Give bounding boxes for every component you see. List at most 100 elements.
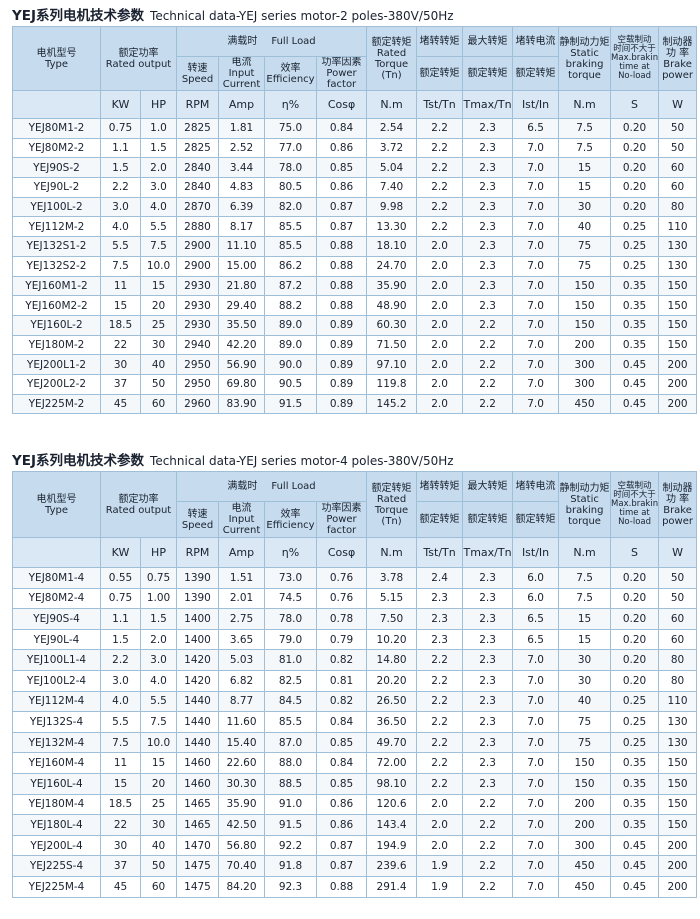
value-cell: 200: [558, 814, 612, 836]
header-cell: 静制动力矩 Static braking torque: [558, 26, 612, 91]
value-cell: 1.81: [218, 118, 266, 139]
header-row: 电机型号 Type 额定功率 Rated output 满载时 Full Load 额定转矩…: [12, 471, 698, 538]
header-text: Rated: [376, 493, 407, 505]
value-cell: 2960: [176, 393, 220, 415]
value-cell: 1.9: [416, 875, 464, 898]
header-text: 电机型号: [36, 493, 77, 505]
header-text: Torque: [374, 504, 409, 516]
value-cell: 60: [139, 875, 178, 898]
value-cell: 5.5: [139, 216, 178, 238]
model-cell: YEJ80M2-4: [12, 587, 101, 610]
value-cell: 4.0: [139, 196, 178, 218]
model-cell: YEJ200L1-2: [12, 354, 101, 375]
value-cell: 1470: [176, 834, 220, 857]
value-cell: 2.0: [416, 814, 464, 836]
header-cell: 转速 Speed: [176, 501, 220, 538]
value-cell: 1390: [176, 587, 220, 610]
value-cell: 1475: [176, 875, 220, 898]
value-cell: 50: [658, 567, 698, 589]
value-cell: 2.52: [218, 137, 266, 159]
value-cell: 90.5: [264, 373, 318, 395]
value-cell: 7.40: [366, 177, 418, 198]
value-cell: 2.01: [218, 587, 266, 610]
data-row: YEJ132S1-2 5.5 7.5 2900 11.10 85.5 0.88 18.10 2.…: [12, 236, 698, 257]
header-cell: 电流 Input Current: [218, 501, 266, 538]
value-cell: 2.2: [416, 772, 464, 795]
unit-cell: W: [658, 90, 698, 119]
header-text: Max.braking: [611, 499, 659, 509]
value-cell: 22: [100, 334, 141, 356]
model-cell: YEJ225M-2: [12, 393, 101, 415]
value-cell: 2880: [176, 216, 220, 238]
value-cell: 0.20: [610, 669, 660, 692]
model-cell: YEJ100L2-4: [12, 669, 101, 692]
value-cell: 2950: [176, 373, 220, 395]
header-text: 堵转转矩: [419, 481, 460, 492]
value-cell: 2.3: [462, 275, 514, 297]
value-cell: 30: [558, 196, 612, 218]
value-cell: 6.82: [218, 669, 266, 692]
value-cell: 2.3: [462, 587, 514, 610]
value-cell: 10.0: [139, 731, 178, 754]
header-text: 最大转矩: [467, 36, 508, 47]
value-cell: 2.3: [462, 216, 514, 238]
unit-cell: Tst/Tn: [416, 90, 464, 119]
model-cell: YEJ180M-2: [12, 334, 101, 356]
value-cell: 37: [100, 373, 141, 395]
value-cell: 0.45: [610, 855, 660, 877]
value-cell: 20.20: [366, 669, 418, 692]
value-cell: 0.88: [316, 236, 368, 257]
value-cell: 291.4: [366, 875, 418, 898]
value-cell: 0.82: [316, 690, 368, 713]
data-row: YEJ160L-2 18.5 25 2930 35.50 89.0 0.89 60.30 2.0…: [12, 314, 698, 336]
value-cell: 3.0: [100, 196, 141, 218]
header-text: 额定转矩: [467, 68, 508, 79]
header-text: Type: [45, 58, 68, 70]
data-row: YEJ200L1-2 30 40 2950 56.90 90.0 0.89 97.10 2.0 2…: [12, 354, 698, 375]
unit-cell: N.m: [558, 537, 612, 568]
value-cell: 4.0: [100, 690, 141, 713]
table-section: YEJ系列电机技术参数 Technical data-YEJ series mot…: [12, 451, 698, 898]
value-cell: 7.0: [512, 793, 560, 816]
value-cell: 79.0: [264, 628, 318, 651]
value-cell: 0.84: [316, 118, 368, 139]
value-cell: 7.50: [366, 608, 418, 630]
value-cell: 24.70: [366, 255, 418, 277]
value-cell: 2.0: [416, 334, 464, 356]
value-cell: 0.20: [610, 137, 660, 159]
value-cell: 0.84: [316, 711, 368, 733]
value-cell: 48.90: [366, 295, 418, 316]
value-cell: 50: [658, 587, 698, 610]
value-cell: 7.0: [512, 814, 560, 836]
value-cell: 2.4: [416, 567, 464, 589]
value-cell: 30: [558, 669, 612, 692]
header-text: time at: [619, 508, 650, 518]
unit-cell: Tmax/Tn: [462, 90, 514, 119]
unit-cell: η%: [264, 537, 318, 568]
value-cell: 10.0: [139, 255, 178, 277]
header-text: 额定功率: [118, 493, 159, 505]
value-cell: 0.20: [610, 118, 660, 139]
value-cell: 2.3: [462, 567, 514, 589]
header-text: 最大转矩: [467, 481, 508, 492]
value-cell: 75.0: [264, 118, 318, 139]
model-cell: YEJ90S-4: [12, 608, 101, 630]
value-cell: 200: [658, 373, 698, 395]
value-cell: 13.30: [366, 216, 418, 238]
value-cell: 5.15: [366, 587, 418, 610]
header-text: torque: [568, 69, 601, 81]
value-cell: 60: [139, 393, 178, 415]
value-cell: 0.45: [610, 354, 660, 375]
value-cell: 2.2: [416, 669, 464, 692]
model-cell: YEJ100L1-4: [12, 649, 101, 671]
value-cell: 2.2: [462, 814, 514, 836]
value-cell: 7.0: [512, 334, 560, 356]
unit-cell: HP: [139, 537, 178, 568]
header-text: Speed: [181, 73, 214, 85]
value-cell: 50: [658, 137, 698, 159]
value-cell: 1475: [176, 855, 220, 877]
header-text: 时间不大于: [613, 490, 656, 500]
value-cell: 3.0: [100, 669, 141, 692]
value-cell: 72.00: [366, 752, 418, 774]
